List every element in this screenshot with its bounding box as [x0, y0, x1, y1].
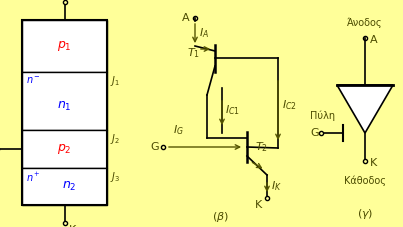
- Text: $J_3$: $J_3$: [110, 170, 120, 184]
- Text: $T_1$: $T_1$: [187, 46, 200, 60]
- Bar: [22, 130, 107, 168]
- Text: K: K: [69, 225, 76, 227]
- Text: $(\gamma)$: $(\gamma)$: [357, 207, 373, 221]
- Text: $p_1$: $p_1$: [57, 39, 72, 53]
- Bar: [22, 168, 107, 205]
- Text: $n_1$: $n_1$: [57, 99, 72, 113]
- Text: Κάθοδος: Κάθοδος: [344, 175, 386, 185]
- Text: $I_{C2}$: $I_{C2}$: [282, 99, 297, 112]
- Text: $p_2$: $p_2$: [57, 142, 72, 156]
- Text: $I_G$: $I_G$: [173, 123, 184, 137]
- Text: Άνοδος: Άνοδος: [347, 18, 383, 29]
- Bar: [22, 72, 107, 130]
- Text: $n_2$: $n_2$: [62, 180, 77, 193]
- Text: $I_A$: $I_A$: [199, 27, 209, 40]
- Bar: [22, 20, 107, 72]
- Text: Πύλη: Πύλη: [310, 111, 335, 121]
- Text: G: G: [310, 128, 319, 138]
- Text: K: K: [255, 200, 262, 210]
- Text: K: K: [370, 158, 377, 168]
- Text: $T_2$: $T_2$: [255, 140, 268, 154]
- Text: A: A: [370, 35, 378, 45]
- Text: $n^-$: $n^-$: [26, 75, 41, 86]
- Text: $I_K$: $I_K$: [271, 180, 282, 193]
- Polygon shape: [337, 85, 393, 133]
- Text: A: A: [69, 0, 77, 1]
- Text: $J_2$: $J_2$: [110, 132, 120, 146]
- Text: $n^+$: $n^+$: [26, 171, 41, 184]
- Text: $I_{C1}$: $I_{C1}$: [225, 104, 240, 117]
- Text: A: A: [183, 13, 190, 23]
- Text: $J_1$: $J_1$: [110, 74, 120, 88]
- Text: G: G: [150, 142, 159, 152]
- Bar: [22, 20, 107, 205]
- Text: $(\beta)$: $(\beta)$: [212, 210, 229, 224]
